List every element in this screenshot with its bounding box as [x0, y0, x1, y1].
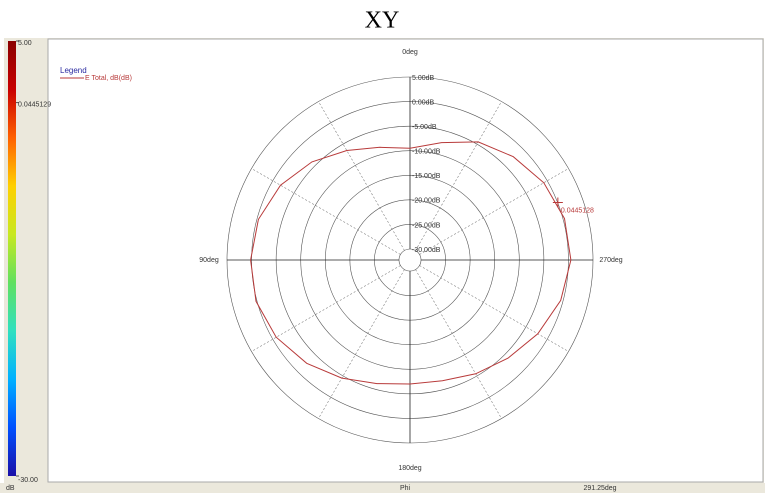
r-tick-label: -25.00dB	[412, 222, 441, 229]
marker-label: 0.0445128	[561, 207, 594, 214]
r-tick-label: -20.00dB	[412, 198, 441, 205]
theta-tick-label: 90deg	[199, 257, 219, 264]
r-tick-label: -10.00dB	[412, 149, 441, 156]
status-axis: Phi	[400, 485, 411, 492]
theta-tick-label: 270deg	[599, 257, 622, 264]
spoke	[415, 269, 502, 419]
r-tick-label: -5.00dB	[412, 124, 437, 131]
colorbar-label: 0.0445129	[18, 101, 51, 108]
colorbar-label: 5.00	[18, 40, 32, 47]
spoke	[419, 168, 569, 255]
status-bar	[0, 483, 765, 493]
marker	[552, 197, 563, 208]
r-tick-label: 0.00dB	[412, 99, 435, 106]
legend-label: E Total, dB(dB)	[85, 75, 132, 82]
pattern-line	[250, 141, 572, 385]
spoke	[251, 265, 401, 352]
plot-area	[47, 38, 764, 483]
spoke	[318, 101, 405, 251]
chart-title: XY	[365, 8, 400, 34]
spoke	[419, 265, 569, 352]
legend-title: Legend	[60, 66, 87, 75]
r-tick-label: -15.00dB	[412, 173, 441, 180]
spoke	[318, 269, 405, 419]
status-position: 291.25deg	[583, 485, 616, 492]
spoke	[415, 101, 502, 251]
colorbar	[8, 41, 16, 476]
status-unit: dB	[6, 485, 15, 492]
r-tick-label: 5.00dB	[412, 75, 435, 82]
spoke	[251, 168, 401, 255]
theta-tick-label: 180deg	[398, 465, 421, 472]
colorbar-label: -30.00	[18, 477, 38, 484]
r-tick-label: -30.00dB	[412, 247, 441, 254]
theta-tick-label: 0deg	[402, 49, 418, 56]
